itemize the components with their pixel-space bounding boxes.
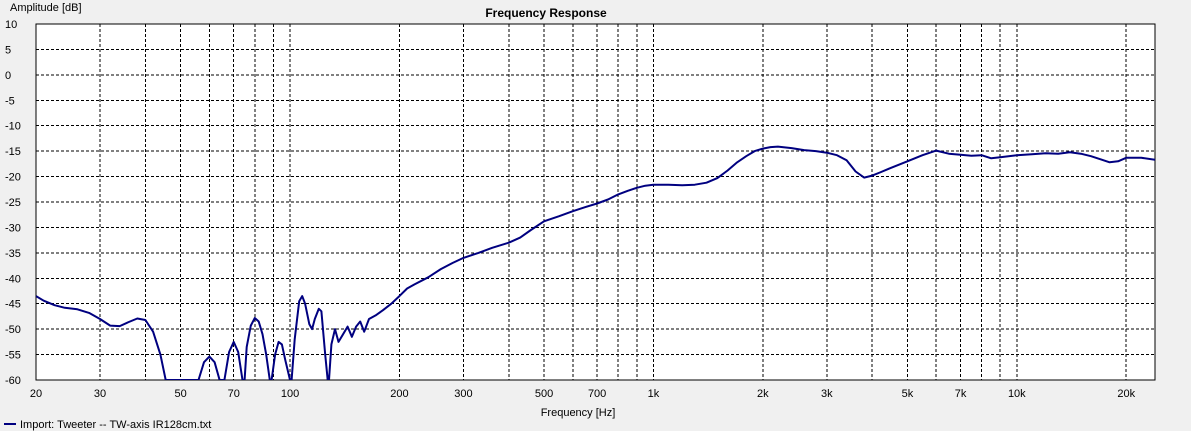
x-tick-label: 200 [390,388,408,400]
x-tick-label: 50 [174,388,186,400]
x-tick-label: 70 [228,388,240,400]
x-tick-label: 20 [30,388,42,400]
x-tick-label: 2k [757,388,769,400]
x-tick-label: 7k [955,388,967,400]
y-tick-label: -40 [5,273,21,285]
x-tick-label: 5k [902,388,914,400]
y-tick-label: 10 [5,19,17,31]
x-axis-label: Frequency [Hz] [541,407,616,419]
x-tick-label: 20k [1117,388,1135,400]
x-tick-label: 100 [281,388,299,400]
grid-lines [36,24,1155,380]
chart-title: Frequency Response [485,6,607,20]
x-tick-label: 300 [454,388,472,400]
x-tick-label: 3k [821,388,833,400]
x-tick-label: 10k [1008,388,1026,400]
x-tick-label: 700 [588,388,606,400]
tick-labels: 1050-5-10-15-20-25-30-35-40-45-50-55-602… [5,19,1136,400]
y-tick-label: -45 [5,299,21,311]
y-tick-label: -15 [5,146,21,158]
x-tick-label: 500 [535,388,553,400]
y-tick-label: 0 [5,70,11,82]
y-tick-label: -25 [5,197,21,209]
y-tick-label: -35 [5,248,21,260]
y-tick-label: -10 [5,121,21,133]
x-tick-label: 1k [648,388,660,400]
y-tick-label: -50 [5,324,21,336]
y-tick-label: -60 [5,375,21,387]
y-tick-label: -55 [5,350,21,362]
y-axis-label: Amplitude [dB] [10,2,82,14]
x-tick-label: 30 [94,388,106,400]
y-tick-label: 5 [5,44,11,56]
y-tick-label: -5 [5,95,15,107]
legend-entry[interactable]: Import: Tweeter -- TW-axis IR128cm.txt [20,419,211,431]
y-tick-label: -20 [5,172,21,184]
y-tick-label: -30 [5,222,21,234]
data-layer [36,145,1155,380]
series-line [36,145,1155,380]
